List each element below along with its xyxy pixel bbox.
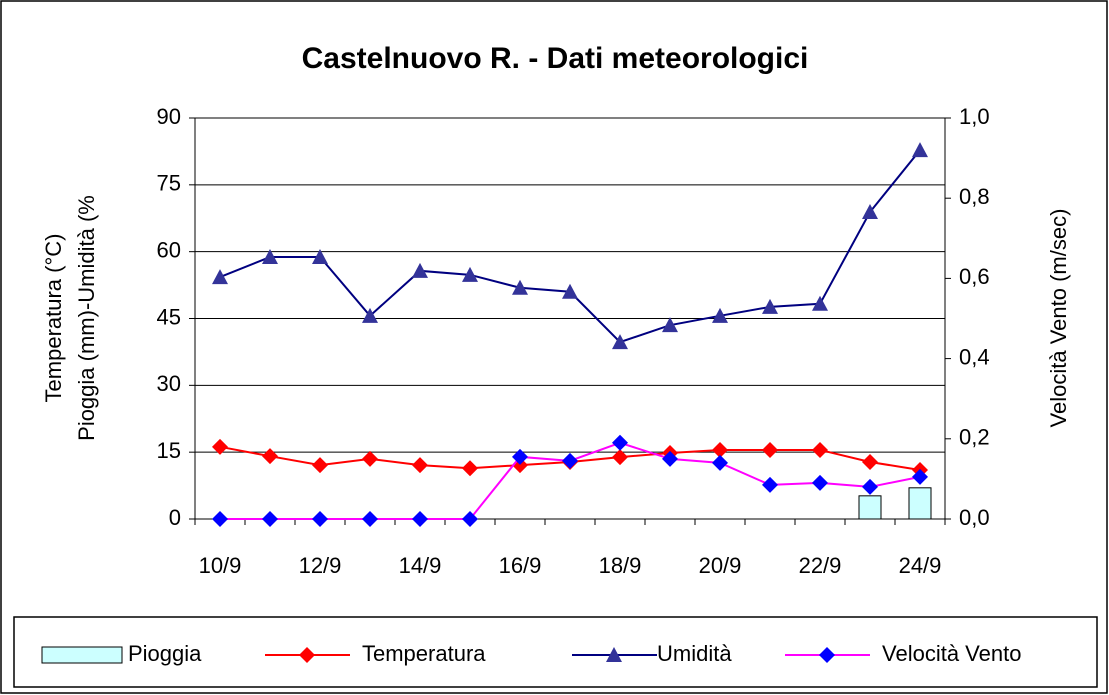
- point: [512, 279, 528, 295]
- legend-label: Temperatura: [362, 641, 486, 666]
- legend-label: Pioggia: [128, 641, 202, 666]
- point: [812, 441, 828, 458]
- point: [512, 448, 528, 465]
- x-tick-label: 18/9: [599, 553, 642, 578]
- point: [362, 307, 378, 323]
- point: [662, 317, 678, 333]
- point: [762, 476, 778, 493]
- point: [812, 474, 828, 491]
- y-tick-label: 75: [157, 171, 181, 196]
- point: [462, 266, 478, 282]
- x-tick-label: 22/9: [799, 553, 842, 578]
- point: [862, 204, 878, 220]
- point: [362, 511, 378, 527]
- point: [412, 457, 428, 474]
- y2-tick-label: 0,2: [959, 425, 990, 450]
- point: [362, 450, 378, 467]
- point: [612, 449, 628, 466]
- chart-title: Castelnuovo R. - Dati meteorologici: [302, 42, 809, 75]
- point: [462, 460, 478, 477]
- point: [212, 438, 228, 455]
- point: [812, 295, 828, 311]
- x-tick-label: 16/9: [499, 553, 542, 578]
- x-tick-label: 14/9: [399, 553, 442, 578]
- y-tick-label: 15: [157, 438, 181, 463]
- point: [412, 511, 428, 527]
- y2-axis-label: Velocità Vento (m/sec): [1046, 209, 1071, 428]
- point: [462, 511, 478, 527]
- point: [212, 511, 228, 527]
- point: [412, 262, 428, 278]
- point: [712, 307, 728, 323]
- legend-frame: [13, 616, 1098, 688]
- point: [562, 452, 578, 469]
- x-tick-label: 12/9: [299, 553, 342, 578]
- point: [262, 511, 278, 527]
- point: [562, 283, 578, 299]
- point: [612, 434, 628, 451]
- bar: [858, 495, 882, 520]
- y2-tick-label: 0,4: [959, 344, 990, 369]
- point: [612, 334, 628, 350]
- legend-swatch: [41, 646, 123, 664]
- y2-tick-label: 0,8: [959, 184, 990, 209]
- legend-label: Umidità: [657, 641, 732, 666]
- point: [262, 448, 278, 465]
- point: [662, 450, 678, 467]
- point: [762, 298, 778, 314]
- point: [712, 454, 728, 471]
- y-tick-label: 0: [169, 505, 181, 530]
- bar: [908, 487, 932, 520]
- legend-marker: [819, 647, 835, 663]
- y2-tick-label: 0,0: [959, 505, 990, 530]
- legend-marker: [606, 647, 622, 662]
- point: [762, 441, 778, 458]
- point: [212, 269, 228, 285]
- x-tick-label: 24/9: [899, 553, 942, 578]
- x-tick-label: 20/9: [699, 553, 742, 578]
- y2-tick-label: 0,6: [959, 264, 990, 289]
- point: [262, 249, 278, 265]
- point: [312, 457, 328, 474]
- point: [312, 249, 328, 265]
- point: [712, 441, 728, 458]
- point: [312, 511, 328, 527]
- y2-tick-label: 1,0: [959, 104, 990, 129]
- y-axis-label: Pioggia (mm)-Umidità (%: [74, 195, 99, 441]
- point: [862, 478, 878, 495]
- legend-label: Velocità Vento: [882, 641, 1021, 666]
- y-tick-label: 45: [157, 304, 181, 329]
- x-tick-label: 10/9: [199, 553, 242, 578]
- point: [862, 453, 878, 470]
- y-tick-label: 90: [157, 104, 181, 129]
- y-axis-label: Temperatura (°C): [41, 234, 66, 403]
- y-tick-label: 30: [157, 371, 181, 396]
- legend-marker: [299, 647, 315, 663]
- point: [912, 142, 928, 158]
- point: [912, 468, 928, 485]
- y-tick-label: 60: [157, 237, 181, 262]
